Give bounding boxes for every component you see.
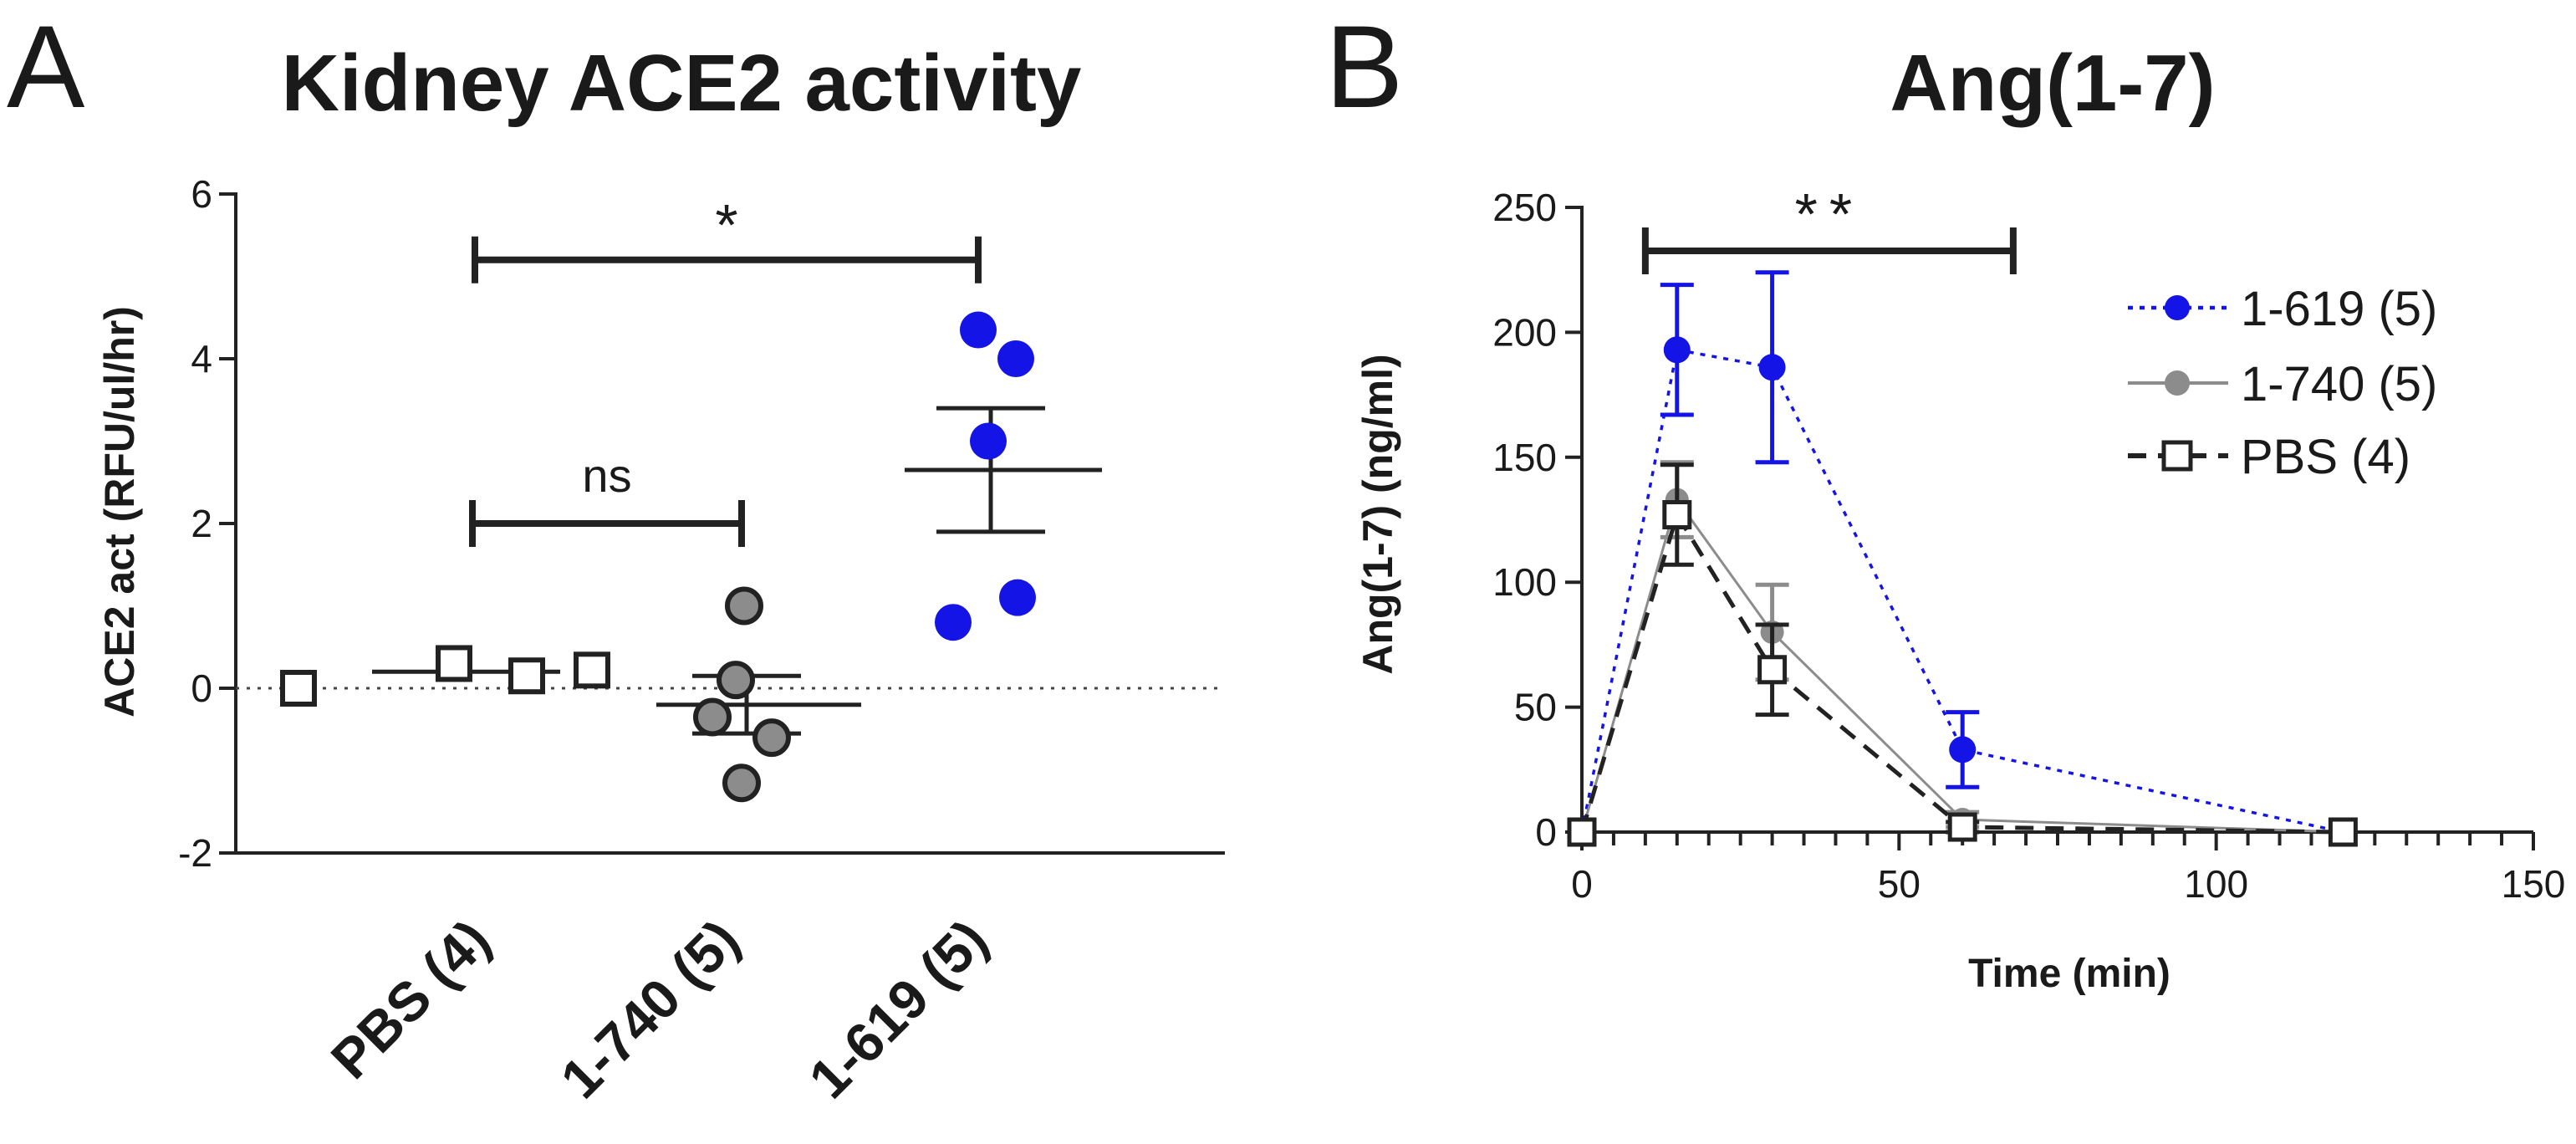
chart-a-data-point	[725, 586, 763, 626]
chart-a-significance-label: *	[715, 192, 737, 258]
chart-b-x-tick-label: 0	[1571, 862, 1593, 906]
chart-a-data-point	[960, 311, 997, 349]
chart-b-title: Ang(1-7)	[1890, 38, 2215, 128]
chart-b-series-pbs-4	[1567, 462, 2358, 847]
chart-a-data-point	[722, 764, 761, 803]
panel-a: A Kidney ACE2 activity ACE2 act (RFU/ul/…	[7, 1, 1225, 1110]
chart-a-y-tick-label: 2	[191, 502, 212, 545]
chart-a-data-point	[280, 670, 317, 707]
chart-b-data-point	[1662, 500, 1692, 530]
panel-a-letter: A	[7, 1, 85, 132]
chart-b-legend-marker	[2165, 370, 2190, 396]
chart-b-x-tick-label: 150	[2502, 862, 2566, 906]
chart-a-data-point	[693, 697, 732, 737]
chart-a-data-point	[997, 340, 1034, 377]
chart-b-data-point	[1758, 354, 1786, 381]
chart-a-data-point	[508, 657, 545, 695]
chart-b-y-tick-label: 50	[1514, 686, 1557, 729]
chart-b-legend-marker	[2161, 440, 2193, 472]
panel-b-letter: B	[1325, 1, 1403, 132]
chart-a-category-label: 1-619 (5)	[797, 908, 999, 1111]
chart-a-y-label: ACE2 act (RFU/ul/hr)	[96, 306, 143, 718]
chart-b-data-point	[1949, 736, 1977, 764]
chart-b-legend-label: PBS (4)	[2241, 430, 2410, 484]
chart-b-series-1-619-5	[1569, 270, 2357, 845]
chart-b-data-point	[1947, 812, 1977, 842]
chart-a-categories: PBS (4) 1-740 (5) 1-619 (5)	[319, 908, 999, 1111]
chart-b-significance-label: **	[1795, 181, 1864, 247]
chart-a-title: Kidney ACE2 activity	[282, 38, 1082, 128]
chart-b-y-tick-label: 150	[1492, 436, 1557, 479]
chart-b-data-point	[1757, 655, 1788, 685]
chart-a-y-tick-label: 6	[191, 172, 212, 216]
chart-a-category-label: 1-740 (5)	[548, 908, 751, 1111]
chart-a-data-point	[752, 718, 791, 758]
chart-b-data-point	[1663, 336, 1691, 364]
chart-a-points	[280, 311, 1102, 803]
chart-a-data-point	[970, 422, 1007, 460]
chart-a-significance-label: ns	[582, 449, 631, 502]
chart-b-y-label: Ang(1-7) (ng/ml)	[1354, 354, 1401, 674]
chart-b-legend-label: 1-740 (5)	[2241, 357, 2437, 411]
chart-a-data-point	[935, 604, 972, 641]
chart-a-data-point	[436, 645, 472, 682]
chart-b-data-point	[2328, 817, 2358, 847]
chart-b-significance: **	[1641, 181, 2017, 274]
chart-b-legend-marker	[2165, 295, 2190, 320]
panel-b: B Ang(1-7) Ang(1-7) (ng/ml) Time (min) 0…	[1325, 1, 2565, 996]
chart-a-significance: ns *	[469, 192, 982, 547]
chart-a-ticks: -2 0 2 4 6	[178, 172, 236, 875]
chart-b-legend-label: 1-619 (5)	[2241, 282, 2437, 336]
chart-b-series	[1567, 270, 2358, 847]
chart-b-ticks: 0 50 100 150 200 250 0 50 100 150	[1492, 186, 2565, 906]
chart-a-data-point	[574, 651, 610, 689]
chart-a-category-label: PBS (4)	[319, 908, 502, 1090]
chart-b-x-tick-label: 100	[2184, 862, 2248, 906]
chart-b-y-tick-label: 100	[1492, 560, 1557, 604]
chart-a-y-tick-label: 4	[191, 337, 212, 380]
chart-b-x-tick-label: 50	[1878, 862, 1921, 906]
chart-b-legend: 1-619 (5) 1-740 (5) PBS (4)	[2128, 282, 2437, 484]
chart-b-y-tick-label: 0	[1535, 810, 1557, 854]
chart-b-x-label: Time (min)	[1968, 952, 2170, 996]
chart-a-y-tick-label: 0	[191, 666, 212, 710]
chart-a-data-point	[717, 661, 755, 700]
chart-a-y-tick-label: -2	[178, 831, 212, 875]
chart-b-y-tick-label: 200	[1492, 310, 1557, 354]
chart-b-y-tick-label: 250	[1492, 186, 1557, 229]
chart-a-data-point	[999, 579, 1036, 616]
chart-b-data-point	[1567, 817, 1597, 847]
